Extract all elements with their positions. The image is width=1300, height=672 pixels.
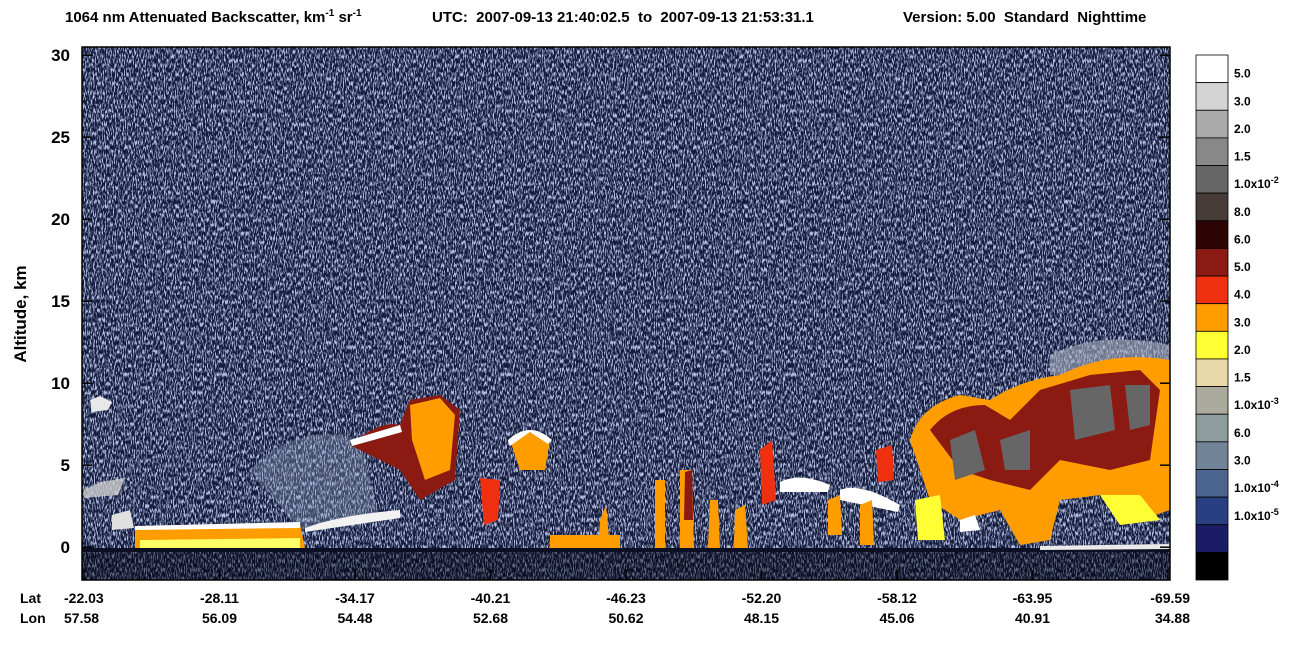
colorbar-swatch xyxy=(1195,469,1229,498)
y-tick-label: 0 xyxy=(61,538,70,557)
lon-label: 48.15 xyxy=(744,610,779,626)
title-sup: -1 xyxy=(325,8,334,19)
colorbar-swatch xyxy=(1195,248,1229,277)
colorbar-label: 4.0 xyxy=(1234,288,1251,302)
colorbar-label: 6.0 xyxy=(1234,426,1251,440)
colorbar-swatch xyxy=(1195,413,1229,443)
y-tick-label: 20 xyxy=(51,210,70,229)
colorbar-label: 5.0 xyxy=(1234,260,1251,274)
clouds xyxy=(84,339,1170,550)
lat-label: -40.21 xyxy=(471,590,511,606)
lat-label: -63.95 xyxy=(1013,590,1053,606)
colorbar-swatch xyxy=(1195,441,1229,470)
y-axis-label: Altitude, km xyxy=(11,265,30,362)
time-range: UTC: 2007-09-13 21:40:02.5 to 2007-09-13… xyxy=(432,9,814,26)
colorbar-label-sup: -3 xyxy=(1271,396,1279,406)
lon-label: 50.62 xyxy=(608,610,643,626)
colorbar-label: 1.5 xyxy=(1234,371,1251,385)
colorbar-label: 3.0 xyxy=(1234,94,1251,108)
colorbar-swatch xyxy=(1195,109,1229,139)
lat-label: -52.20 xyxy=(742,590,782,606)
lon-label: 52.68 xyxy=(473,610,508,626)
colorbar-label: 3.0 xyxy=(1234,315,1251,329)
chart-title: 1064 nm Attenuated Backscatter, km-1 sr-… xyxy=(65,8,362,26)
y-tick-label: 5 xyxy=(61,456,70,475)
colorbar-label: 3.0 xyxy=(1234,454,1251,468)
colorbar-label-sup: -4 xyxy=(1271,479,1279,489)
lat-label: -28.11 xyxy=(200,590,239,606)
colorbar-label: 1.0x10-3 xyxy=(1234,396,1279,412)
colorbar-label: 2.0 xyxy=(1234,343,1251,357)
colorbar-label-base: 1.0x10 xyxy=(1234,177,1271,191)
colorbar-label: 5.0 xyxy=(1234,67,1251,81)
y-tick-label: 30 xyxy=(51,46,70,65)
colorbar-swatch xyxy=(1195,551,1229,581)
lon-label: 54.48 xyxy=(337,610,372,626)
lon-label: 57.58 xyxy=(64,610,99,626)
colorbar-label-base: 1.0x10 xyxy=(1234,398,1271,412)
colorbar-label-sup: -5 xyxy=(1271,507,1279,517)
colorbar-swatch xyxy=(1195,54,1229,84)
colorbar-swatch xyxy=(1195,165,1229,194)
lon-label: 34.88 xyxy=(1155,610,1190,626)
colorbar-label-base: 1.0x10 xyxy=(1234,481,1271,495)
colorbar-swatch xyxy=(1195,496,1229,526)
colorbar-label: 1.0x10-2 xyxy=(1234,175,1279,191)
lat-label: -46.23 xyxy=(606,590,646,606)
colorbar-label: 1.5 xyxy=(1234,150,1251,164)
title-text: 1064 nm Attenuated Backscatter, km xyxy=(65,9,325,26)
lat-label: -34.17 xyxy=(335,590,375,606)
lon-title: Lon xyxy=(20,610,46,626)
colorbar-swatch xyxy=(1195,303,1229,332)
colorbar-swatch xyxy=(1195,82,1229,111)
title-text: sr xyxy=(334,9,353,26)
colorbar-swatch xyxy=(1195,524,1229,553)
title-sup: -1 xyxy=(353,8,362,19)
lat-label: -69.59 xyxy=(1150,590,1190,606)
lon-label: 40.91 xyxy=(1015,610,1050,626)
colorbar-label: 1.0x10-4 xyxy=(1234,479,1279,495)
plot-area xyxy=(81,46,1171,581)
colorbar-swatch xyxy=(1195,192,1229,222)
colorbar-swatch xyxy=(1195,275,1229,305)
colorbar-label: 8.0 xyxy=(1234,205,1251,219)
colorbar-swatch xyxy=(1195,330,1229,360)
y-tick-label: 10 xyxy=(51,374,70,393)
colorbar-swatch xyxy=(1195,358,1229,387)
y-tick-label: 15 xyxy=(51,292,70,311)
version: Version: 5.00 Standard Nighttime xyxy=(903,9,1146,26)
colorbar-label: 1.0x10-5 xyxy=(1234,507,1279,523)
colorbar-swatch xyxy=(1195,220,1229,249)
colorbar-swatch xyxy=(1195,137,1229,166)
y-tick-label: 25 xyxy=(51,128,70,147)
colorbar-label-base: 1.0x10 xyxy=(1234,509,1271,523)
lat-title: Lat xyxy=(20,590,41,606)
colorbar-label: 2.0 xyxy=(1234,122,1251,136)
colorbar-label: 6.0 xyxy=(1234,232,1251,246)
colorbar-swatch xyxy=(1195,386,1229,415)
lat-label: -22.03 xyxy=(64,590,104,606)
lat-label: -58.12 xyxy=(877,590,917,606)
lon-label: 56.09 xyxy=(202,610,237,626)
colorbar-label-sup: -2 xyxy=(1271,175,1279,185)
lon-label: 45.06 xyxy=(879,610,914,626)
